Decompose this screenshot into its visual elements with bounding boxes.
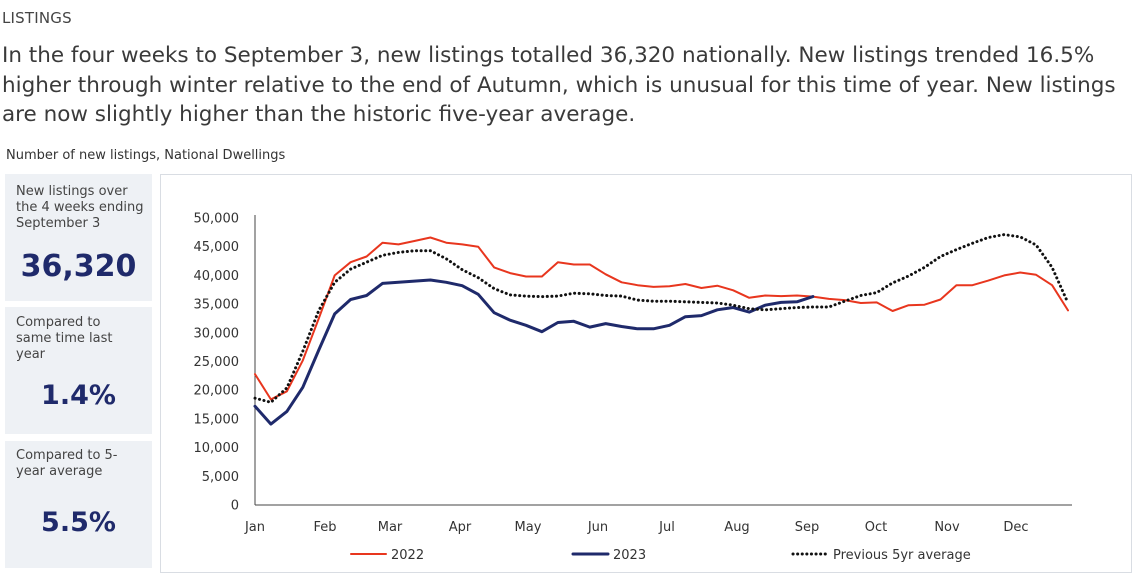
y-tick-label: 30,000: [194, 326, 240, 341]
x-tick-label: Jun: [587, 520, 608, 535]
stat-value: 1.4%: [41, 380, 116, 411]
section-label: LISTINGS: [2, 9, 72, 27]
stat-value: 36,320: [20, 249, 137, 284]
x-tick-label: May: [515, 520, 542, 535]
x-tick-label: Mar: [378, 520, 403, 535]
x-tick-label: Feb: [313, 520, 336, 535]
y-tick-label: 10,000: [194, 441, 240, 456]
stat-card-vs-5yr-average: Compared to 5-year average 5.5%: [5, 441, 152, 568]
y-tick-label: 45,000: [194, 240, 240, 255]
y-tick-label: 20,000: [194, 384, 240, 399]
y-tick-label: 40,000: [194, 269, 240, 284]
y-tick-label: 5,000: [202, 470, 239, 485]
series-line-prev-5yr-avg: [253, 233, 1070, 404]
y-tick-label: 25,000: [194, 355, 240, 370]
legend-label: 2023: [613, 548, 646, 563]
stat-card-vs-last-year: Compared to same time last year 1.4%: [5, 307, 152, 434]
x-tick-label: Sep: [795, 520, 820, 535]
y-tick-label: 50,000: [194, 212, 240, 227]
x-tick-label: Jan: [244, 520, 265, 535]
stat-card-new-listings: New listings over the 4 weeks ending Sep…: [5, 174, 152, 301]
stat-label: Compared to 5-year average: [16, 448, 118, 479]
headline: In the four weeks to September 3, new li…: [2, 43, 1116, 127]
stat-label: New listings over the 4 weeks ending Sep…: [16, 184, 144, 231]
x-tick-label: Jul: [658, 520, 675, 535]
y-tick-label: 15,000: [194, 412, 240, 427]
stat-label: Compared to same time last year: [16, 315, 113, 362]
y-tick-label: 0: [231, 499, 239, 514]
chart-frame: 0 5,000 10,000 15,000 20,000 25,000 30,000 35,0…: [160, 174, 1132, 573]
x-tick-label: Dec: [1003, 520, 1028, 535]
x-tick-label: Aug: [724, 520, 749, 535]
x-tick-label: Nov: [934, 520, 960, 535]
x-tick-label: Apr: [449, 520, 472, 535]
series-line-2023: [253, 278, 815, 426]
line-chart: 0 5,000 10,000 15,000 20,000 25,000 30,000 35,0…: [194, 212, 1072, 563]
y-tick-label: 35,000: [194, 298, 240, 313]
legend-label: Previous 5yr average: [833, 548, 971, 563]
legend-label: 2022: [391, 548, 424, 563]
x-tick-label: Oct: [865, 520, 887, 535]
chart-caption: Number of new listings, National Dwellin…: [6, 148, 286, 163]
series-line-2022: [254, 236, 1069, 401]
stat-value: 5.5%: [41, 507, 116, 538]
